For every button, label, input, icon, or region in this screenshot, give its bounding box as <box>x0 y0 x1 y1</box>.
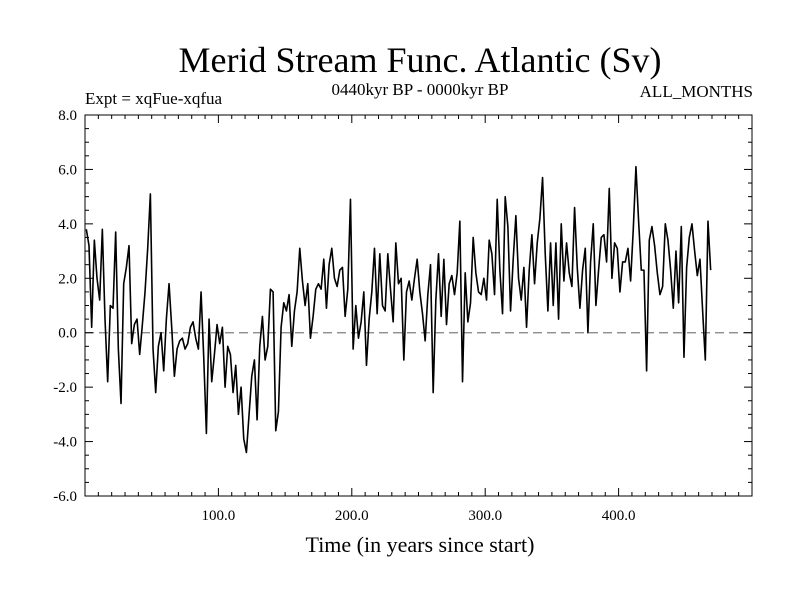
x-tick-label: 200.0 <box>335 508 369 524</box>
y-tick-label: -6.0 <box>53 489 77 505</box>
plot-frame <box>84 114 753 497</box>
y-tick-label: 4.0 <box>58 217 77 233</box>
x-tick-label: 100.0 <box>202 508 236 524</box>
y-tick-label: 8.0 <box>58 108 77 124</box>
y-tick-label: -2.0 <box>53 380 77 396</box>
x-tick-labels: 100.0 200.0 300.0 400.0 <box>202 508 636 524</box>
y-tick-label: 0.0 <box>58 326 77 342</box>
x-axis-label: Time (in years since start) <box>306 532 535 557</box>
y-tick-label: 2.0 <box>58 271 77 287</box>
y-tick-labels: -6.0 -4.0 -2.0 0.0 2.0 4.0 6.0 8.0 <box>53 108 77 505</box>
chart-title: Merid Stream Func. Atlantic (Sv) <box>179 40 662 80</box>
period-label: 0440kyr BP - 0000kyr BP <box>332 80 509 99</box>
y-tick-label: -4.0 <box>53 435 77 451</box>
y-tick-label: 6.0 <box>58 162 77 178</box>
series-line-0 <box>85 165 712 454</box>
series-layer <box>85 165 712 454</box>
x-tick-label: 400.0 <box>602 508 636 524</box>
experiment-label: Expt = xqFue-xqfua <box>85 89 223 108</box>
x-tick-label: 300.0 <box>468 508 502 524</box>
months-label: ALL_MONTHS <box>640 82 753 101</box>
axis-ticks <box>84 114 753 497</box>
